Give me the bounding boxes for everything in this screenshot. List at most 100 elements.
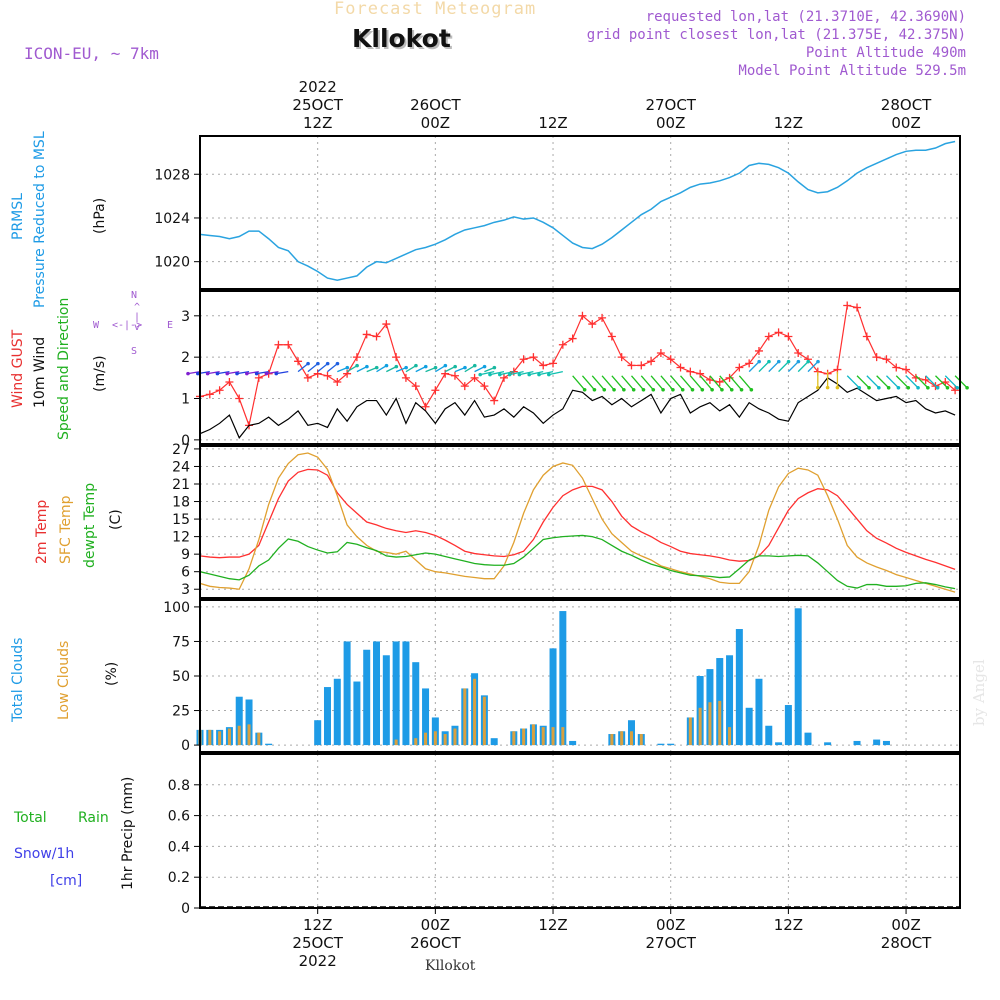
gust-marker [500,373,508,382]
wind-arrow-head [507,372,512,377]
wind-direction-arrow [738,375,752,391]
precip-cm-label: [cm] [50,873,83,889]
total-cloud-bar [235,696,243,746]
gust-marker [882,355,891,364]
wind-direction-arrow [376,365,387,373]
wind-arrow-head [767,359,771,364]
low-cloud-bar [394,739,398,746]
wind-direction-arrow [797,361,809,373]
total-cloud-bar [794,608,802,746]
wind-direction-arrow [611,375,625,391]
y-tick-label: 1024 [154,211,190,227]
time-label-top: 12Z [538,114,567,132]
wind-arrow-head [641,387,646,392]
y-tick-label: 1028 [154,167,190,183]
wind-direction-arrow [538,370,554,376]
gust-marker [392,353,401,362]
y-tick-label: 21 [172,477,190,493]
gust-marker [323,371,332,380]
gust-marker [676,363,685,372]
location-title: Kllokot [352,24,451,53]
gust-marker [401,373,410,382]
total-cloud-bar [392,641,400,746]
wind-direction-arrow [480,370,495,376]
wind-arrow-head [749,387,754,392]
gust-marker [568,334,577,343]
y-tick-label: 1 [181,392,190,408]
gust-marker [607,332,616,341]
wind-arrow-head [325,361,330,366]
total-cloud-bar [265,743,273,746]
gust-marker [352,353,361,362]
time-label-bottom: 28OCT [881,934,932,952]
low-cloud-bar [561,727,565,746]
time-label-bottom: 00Z [421,916,450,934]
y-tick-label: 0.2 [168,870,190,886]
wind-arrow-head [877,385,881,390]
gust-marker [450,371,459,380]
low-cloud-bar [620,731,624,746]
wind-direction-arrow [591,375,605,391]
gust-marker [627,361,636,370]
y-tick-label: 0.6 [168,809,190,825]
y-tick-label: 0.8 [168,778,190,794]
wind-arrow-head [776,359,781,364]
gust-marker [725,373,734,382]
total-cloud-bar [657,743,665,746]
wind-arrow-head [916,385,920,390]
wind-arrow-head [965,385,969,390]
gust-marker [754,346,763,355]
wind-direction-arrow [474,366,485,373]
wind-arrow-head [825,385,830,390]
time-label-bottom: 12Z [774,916,803,934]
y-tick-label: 0.4 [168,839,190,855]
low-cloud-bar [688,717,692,746]
wind-arrow-head [365,364,369,369]
bottom-location: Kllokot [425,958,476,974]
wind-arrow-head [306,361,310,366]
wind-direction-arrow [346,365,358,373]
low-cloud-bar [247,724,251,746]
total-cloud-bar [490,738,498,746]
wind-arrow-head [945,385,950,390]
wind-arrow-head [935,385,940,390]
model-label: ICON-EU, ~ 7km [24,44,159,63]
gust-marker [274,340,283,349]
wind-arrow-head [720,387,724,392]
wind-direction-arrow [778,361,790,373]
wind-direction-arrow [866,375,880,389]
wind-direction-arrow [386,366,397,373]
total-cloud-bar [363,649,371,746]
gust-marker [421,402,430,411]
gust-marker [431,386,440,395]
gust-marker [470,373,479,382]
low-cloud-bar [482,696,486,746]
wind-arrow-head [806,359,810,364]
requested-coords: requested lon,lat (21.3710E, 42.3690N) [645,9,966,25]
panel-frame [199,445,961,599]
gust-marker [745,359,754,368]
wind-arrow-head [631,387,636,392]
gust-marker [205,390,214,399]
wind-arrow-head [478,372,482,377]
wind-arrow-head [816,385,820,390]
time-label-bottom: 12Z [538,916,567,934]
low-cloud-bar [639,734,643,746]
low-cloud-bar [551,727,555,746]
wind-direction-arrow [944,375,958,389]
wind-arrow-head [729,387,734,392]
wind-arrow-head [215,371,220,376]
time-label-top: 12Z [303,114,332,132]
gust-marker [686,367,695,376]
total-cloud-bar [373,641,381,746]
gust-marker [715,377,724,386]
total-cloud-bar [775,742,783,746]
low-cloud-bar [433,731,437,746]
low-cloud-bar [728,727,732,746]
wind-direction-arrow [572,375,586,391]
wind-direction-arrow [327,363,338,373]
time-label-top: 00Z [656,114,685,132]
point-altitude: Point Altitude 490m [805,45,966,61]
y-tick-label: 3 [181,582,190,598]
